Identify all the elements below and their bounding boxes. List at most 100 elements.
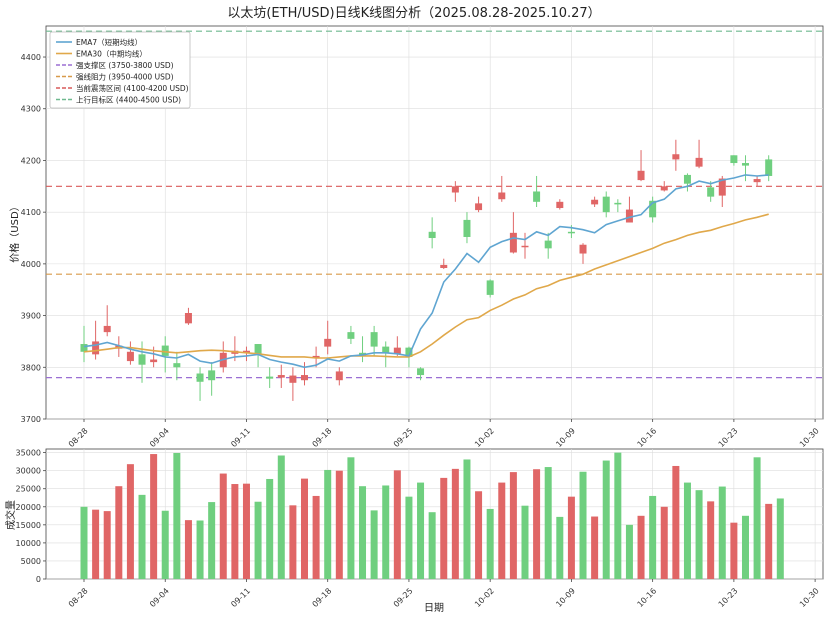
volume-bar bbox=[115, 486, 123, 579]
candle-body bbox=[533, 191, 541, 202]
volume-bar bbox=[196, 520, 204, 579]
candle-body bbox=[92, 341, 100, 355]
candle-body bbox=[718, 178, 726, 196]
volume-bar bbox=[138, 494, 146, 579]
candle-body bbox=[475, 203, 483, 211]
candle-body bbox=[208, 370, 216, 381]
volume-xtick-label: 08-28 bbox=[67, 586, 90, 609]
volume-bar bbox=[393, 470, 401, 579]
volume-bar bbox=[486, 508, 494, 579]
candle-body bbox=[382, 346, 390, 353]
candle-body bbox=[417, 368, 425, 376]
volume-bar bbox=[463, 459, 471, 579]
candle-body bbox=[753, 179, 761, 183]
legend-entry: 强支撑区 (3750-3800 USD) bbox=[76, 60, 174, 70]
price-xtick-label: 10-23 bbox=[717, 426, 740, 449]
price-xtick-label: 09-11 bbox=[229, 426, 252, 449]
candle-body bbox=[347, 332, 355, 339]
candle-body bbox=[266, 376, 274, 379]
candle-body bbox=[672, 154, 680, 160]
price-ytick-label: 4200 bbox=[21, 156, 41, 165]
price-ytick-label: 4300 bbox=[21, 105, 41, 114]
candle-body bbox=[614, 202, 622, 205]
candle-body bbox=[509, 232, 517, 253]
volume-bar bbox=[556, 516, 564, 579]
candle-body bbox=[196, 373, 204, 382]
candle-body bbox=[242, 350, 250, 353]
volume-bar bbox=[347, 457, 355, 579]
volume-bar bbox=[184, 520, 192, 579]
volume-bar bbox=[150, 454, 158, 579]
volume-bar bbox=[451, 468, 459, 579]
volume-ytick-label: 15000 bbox=[16, 521, 41, 530]
volume-bar bbox=[591, 516, 599, 579]
ema30-line bbox=[83, 213, 769, 359]
legend: EMA7（短期均线） EMA30（中期均线）强支撑区 (3750-3800 USD… bbox=[49, 31, 191, 109]
legend-entry: 强线阻力 (3950-4000 USD) bbox=[76, 72, 174, 82]
volume-xtick-label: 09-25 bbox=[392, 586, 415, 609]
volume-bar bbox=[567, 496, 575, 579]
volume-bar bbox=[312, 495, 320, 579]
price-ytick-label: 3900 bbox=[21, 312, 41, 321]
volume-bar bbox=[765, 503, 773, 579]
volume-bar bbox=[533, 469, 541, 579]
price-xtick-label: 09-18 bbox=[311, 426, 334, 449]
volume-bar bbox=[718, 486, 726, 579]
price-ytick-label: 3800 bbox=[21, 363, 41, 372]
volume-bar bbox=[405, 496, 413, 579]
candle-body bbox=[730, 155, 738, 164]
volume-xtick-label: 09-11 bbox=[229, 586, 252, 609]
volume-bar bbox=[475, 491, 483, 579]
volume-bar bbox=[660, 506, 668, 579]
candle-body bbox=[393, 347, 401, 354]
candle-body bbox=[741, 163, 749, 166]
candle-body bbox=[579, 244, 587, 254]
candle-body bbox=[440, 264, 448, 269]
volume-xtick-label: 09-04 bbox=[148, 586, 171, 609]
volume-bar bbox=[579, 471, 587, 579]
candle-body bbox=[602, 196, 610, 213]
legend-entry: 当前震荡区间 (4100-4200 USD) bbox=[76, 83, 189, 93]
price-xtick-label: 10-02 bbox=[473, 426, 496, 449]
candle-body bbox=[138, 354, 146, 365]
volume-bar bbox=[672, 465, 680, 579]
candle-body bbox=[521, 245, 529, 248]
price-xtick-label: 09-04 bbox=[148, 426, 171, 449]
volume-bar bbox=[289, 505, 297, 579]
candle-body bbox=[649, 200, 657, 218]
candle-body bbox=[498, 192, 506, 200]
price-xtick-label: 10-16 bbox=[635, 426, 658, 449]
volume-bar bbox=[277, 455, 285, 579]
candle-body bbox=[625, 209, 633, 223]
volume-ytick-label: 35000 bbox=[16, 449, 41, 458]
volume-bar bbox=[707, 501, 715, 579]
volume-xtick-label: 10-02 bbox=[473, 586, 496, 609]
legend-entry: EMA7（短期均线） bbox=[76, 37, 142, 47]
volume-ytick-label: 10000 bbox=[16, 539, 41, 548]
candle-body bbox=[707, 187, 715, 197]
volume-bar bbox=[92, 509, 100, 579]
candle-body bbox=[660, 186, 668, 191]
price-ytick-label: 4100 bbox=[21, 208, 41, 217]
volume-bar bbox=[254, 501, 262, 579]
volume-bar bbox=[695, 490, 703, 579]
candle-body bbox=[254, 344, 262, 355]
candle-body bbox=[289, 375, 297, 383]
candle-body bbox=[591, 199, 599, 205]
legend-box bbox=[49, 31, 191, 109]
volume-bar bbox=[173, 452, 181, 579]
volume-bar bbox=[683, 482, 691, 579]
candle-body bbox=[126, 351, 134, 362]
candle-body bbox=[451, 186, 459, 193]
price-xtick-label: 10-09 bbox=[554, 426, 577, 449]
price-ytick-label: 4400 bbox=[21, 53, 41, 62]
volume-bar bbox=[602, 460, 610, 579]
volume-xtick-label: 10-30 bbox=[798, 586, 821, 609]
volume-ytick-label: 5000 bbox=[21, 557, 41, 566]
legend-entry: EMA30（中期均线） bbox=[76, 49, 147, 59]
volume-bar bbox=[614, 452, 622, 579]
candle-body bbox=[184, 312, 192, 324]
volume-bar bbox=[637, 515, 645, 579]
candle-body bbox=[335, 371, 343, 381]
volume-bar bbox=[359, 486, 367, 579]
